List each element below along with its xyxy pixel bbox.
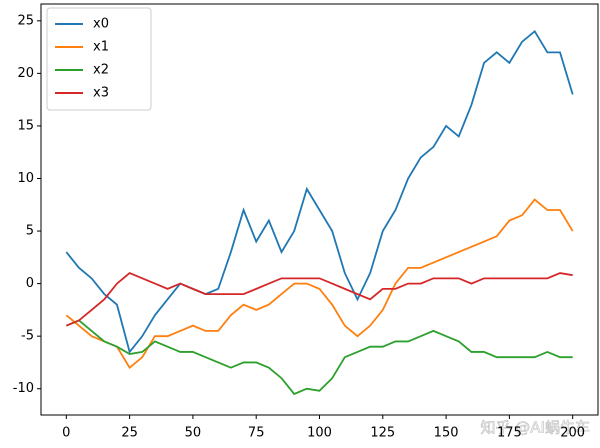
x-tick-label: 75	[248, 426, 265, 441]
y-tick-label: -5	[21, 329, 34, 344]
watermark: 知乎 @AI蜗牛车	[481, 419, 590, 437]
x-tick-label: 125	[370, 426, 395, 441]
x-tick-label: 175	[497, 426, 522, 441]
legend-label: x3	[93, 86, 109, 101]
legend-label: x2	[93, 63, 109, 78]
y-tick-label: 25	[17, 13, 34, 28]
y-tick-label: 15	[17, 118, 34, 133]
x-tick-label: 0	[62, 426, 70, 441]
axes-frame	[40, 3, 599, 416]
y-tick-label: -10	[13, 381, 34, 396]
x-tick-label: 100	[307, 426, 332, 441]
y-tick-label: 20	[17, 66, 34, 81]
legend-label: x0	[93, 17, 109, 32]
series-line	[65, 272, 573, 327]
x-tick-label: 50	[185, 426, 202, 441]
x-tick-label: 25	[121, 426, 138, 441]
x-tick-label: 150	[434, 426, 459, 441]
y-tick-label: 0	[26, 276, 34, 291]
series-line	[65, 29, 574, 354]
legend-box	[46, 7, 152, 111]
legend-label: x1	[93, 40, 109, 55]
series-line	[65, 198, 574, 370]
x-tick-label: 200	[560, 426, 585, 441]
series-line	[65, 319, 573, 396]
y-tick-label: 10	[17, 171, 34, 186]
y-tick-label: 5	[26, 224, 34, 239]
